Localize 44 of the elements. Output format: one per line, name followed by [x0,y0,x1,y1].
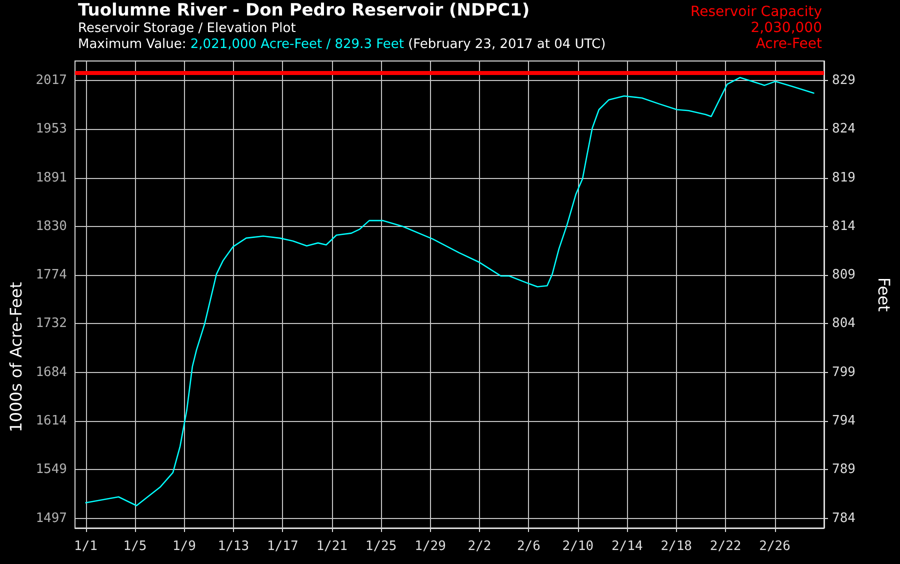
x-tick-label: 2/18 [660,539,692,554]
line-series [85,76,814,506]
x-tick-label: 1/17 [266,539,298,554]
y-tick-label: 814 [832,218,856,234]
text: 1953 [36,122,67,137]
x-tick-label: 2/26 [759,539,790,554]
text: 1891 [36,170,67,186]
text: 1000s of Acre-Feet [6,282,26,432]
x-tick-label: 1/13 [218,539,250,554]
y-tick-label: 789 [832,462,856,478]
text: 1732 [36,316,67,332]
x-tick-label: 1/29 [414,539,446,554]
text: 2017 [36,72,67,88]
y-tick-label: 794 [832,413,856,428]
ref-line-label: Reservoir Capacity 2,030,000 Acre-Feet [690,4,822,52]
x-tick-label: 1/1 [74,539,98,554]
text: Maximum Value: [78,37,186,52]
y-axis-title: Feet [874,277,894,312]
text: 1830 [36,218,67,234]
x-tick-label: 2/10 [562,539,594,554]
text: 1497 [36,510,67,526]
y-tick-label: 784 [832,510,856,526]
x-tick-label: 2/22 [710,539,742,554]
y-tick-label: 819 [832,170,856,186]
text: (February 23, 2017 at 04 UTC) [408,37,606,52]
y-tick-label: 809 [832,268,856,283]
x-tick-label: 2/2 [468,539,492,554]
x-tick-label: 1/5 [123,539,147,554]
y-tick-label: 824 [832,122,856,137]
x-tick-label: 1/9 [172,539,196,554]
y-tick-label: 799 [832,364,856,380]
text: 2,021,000 Acre-Feet / 829.3 Feet [190,37,404,52]
text: 1549 [36,462,67,478]
x-tick-label: 2/14 [611,539,643,554]
text: 1684 [36,364,68,380]
text: 1614 [36,413,68,428]
text: 1774 [36,268,68,283]
x-tick-label: 1/21 [316,539,348,554]
y-tick-label: 804 [832,316,856,332]
chart-title: Tuolumne River - Don Pedro Reservoir (NDPC1) [78,0,530,20]
x-tick-label: 1/25 [365,539,397,554]
x-tick-label: 2/6 [516,539,540,554]
y-tick-label: 829 [832,72,856,88]
chart-subtitle: Reservoir Storage / Elevation Plot [78,21,296,36]
